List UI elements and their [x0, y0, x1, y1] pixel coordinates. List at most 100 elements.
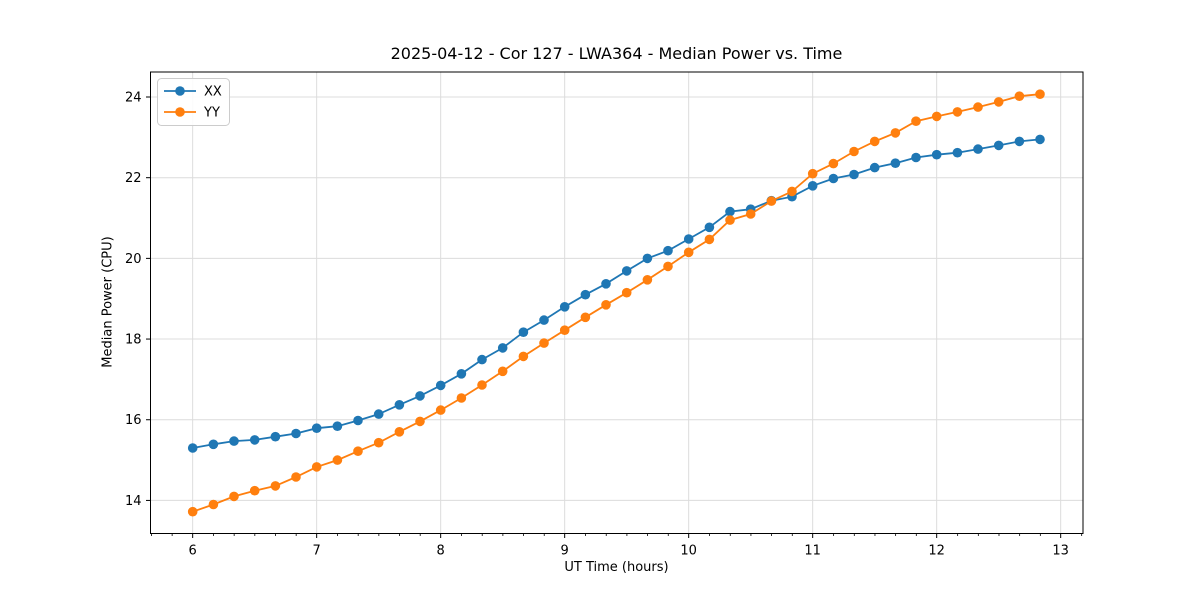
data-point-yy: [828, 158, 839, 169]
data-point-xx: [725, 206, 735, 217]
data-point-xx: [415, 391, 425, 401]
data-point-yy: [311, 462, 322, 472]
x-tick-label: 6: [189, 544, 197, 559]
data-point-xx: [704, 222, 715, 233]
data-point-yy: [704, 234, 715, 245]
legend-marker-xx: [175, 86, 185, 96]
data-point-yy: [807, 168, 818, 179]
y-tick-label: 14: [125, 494, 142, 509]
data-point-xx: [869, 162, 880, 173]
data-point-xx: [229, 436, 239, 446]
data-point-xx: [291, 428, 301, 439]
y-tick-label: 24: [125, 91, 142, 106]
data-point-yy: [456, 393, 467, 403]
data-point-yy: [373, 437, 384, 448]
data-point-yy: [601, 300, 611, 310]
data-point-xx: [973, 144, 983, 154]
data-point-yy: [353, 446, 363, 457]
data-point-xx: [208, 439, 219, 450]
data-point-xx: [911, 152, 921, 163]
chart-title: 2025-04-12 - Cor 127 - LWA364 - Median P…: [390, 44, 843, 63]
data-point-xx: [559, 302, 570, 312]
data-point-xx: [890, 158, 901, 168]
data-point-xx: [497, 343, 508, 353]
data-point-yy: [559, 325, 570, 336]
data-point-yy: [270, 481, 281, 491]
data-point-yy: [973, 102, 983, 112]
data-point-yy: [642, 275, 653, 285]
data-point-xx: [952, 147, 963, 158]
y-tick-label: 16: [125, 413, 142, 428]
data-point-yy: [952, 107, 963, 117]
data-point-yy: [539, 338, 549, 348]
data-point-yy: [291, 472, 301, 482]
data-point-yy: [580, 312, 591, 323]
data-point-xx: [539, 315, 549, 325]
data-point-yy: [683, 247, 694, 258]
data-point-yy: [518, 351, 529, 362]
data-point-xx: [621, 266, 632, 276]
series-line-xx: [192, 138, 1041, 449]
data-point-xx: [683, 234, 694, 244]
data-point-xx: [642, 253, 653, 264]
data-point-yy: [1014, 91, 1025, 101]
y-axis-label: Median Power (CPU): [100, 236, 116, 368]
data-point-yy: [332, 455, 343, 465]
y-tick-label: 20: [125, 252, 142, 267]
data-point-yy: [187, 506, 198, 517]
data-point-yy: [787, 186, 797, 197]
data-point-yy: [766, 196, 777, 206]
data-point-xx: [580, 289, 591, 300]
legend-marker-yy: [175, 107, 185, 117]
data-point-xx: [332, 421, 343, 432]
data-point-yy: [208, 499, 219, 510]
data-point-xx: [249, 435, 260, 445]
data-point-xx: [353, 415, 363, 426]
data-point-xx: [1014, 136, 1025, 147]
data-point-yy: [435, 405, 446, 415]
data-point-xx: [601, 279, 611, 289]
data-point-xx: [518, 327, 529, 338]
x-tick-label: 11: [804, 544, 821, 559]
data-point-yy: [849, 146, 859, 157]
data-point-xx: [394, 400, 405, 410]
data-point-yy: [1035, 89, 1045, 99]
y-tick-label: 18: [125, 333, 142, 348]
data-point-xx: [663, 245, 673, 256]
data-point-xx: [931, 149, 942, 160]
data-point-xx: [1035, 134, 1045, 145]
data-point-xx: [849, 169, 859, 180]
data-point-yy: [725, 215, 735, 225]
x-axis-label: UT Time (hours): [564, 560, 669, 575]
data-point-yy: [497, 366, 508, 377]
data-point-xx: [270, 431, 281, 442]
data-point-yy: [621, 287, 632, 298]
data-point-xx: [477, 354, 487, 365]
data-point-yy: [890, 128, 901, 138]
data-point-xx: [187, 443, 198, 453]
y-tick-label: 22: [125, 171, 142, 186]
x-tick-label: 9: [561, 544, 569, 559]
data-point-yy: [869, 136, 880, 147]
data-point-xx: [373, 409, 384, 419]
x-tick-label: 10: [680, 544, 697, 559]
data-point-yy: [229, 491, 239, 502]
data-point-yy: [911, 116, 921, 126]
data-point-yy: [745, 209, 756, 219]
x-tick-label: 7: [313, 544, 321, 559]
data-point-xx: [435, 380, 446, 391]
data-point-yy: [249, 485, 260, 496]
x-tick-label: 8: [437, 544, 445, 559]
data-point-xx: [311, 423, 322, 434]
data-point-xx: [456, 369, 467, 379]
legend-label-xx: XX: [204, 85, 222, 100]
plot-frame: [150, 71, 1084, 534]
data-point-xx: [993, 140, 1004, 151]
data-point-yy: [394, 427, 405, 437]
data-point-yy: [415, 416, 425, 427]
data-point-xx: [828, 173, 839, 184]
data-point-yy: [663, 261, 673, 272]
x-tick-label: 12: [928, 544, 945, 559]
